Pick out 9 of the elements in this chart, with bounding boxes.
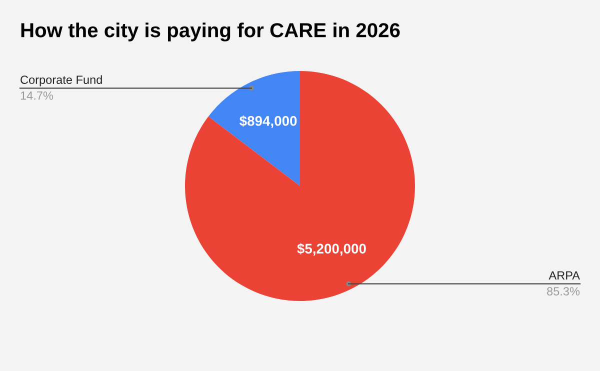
data-label: $894,000: [240, 115, 297, 128]
chart-title: How the city is paying for CARE in 2026: [21, 22, 400, 42]
slice-label: Corporate Fund: [20, 75, 102, 86]
pie-slice: [185, 71, 415, 301]
slice-label: ARPA: [548, 271, 580, 280]
data-label: $5,200,000: [297, 243, 366, 256]
text: 14.7%: [20, 91, 54, 100]
text: 85.3%: [547, 287, 580, 296]
pie-slice: [208, 71, 300, 186]
